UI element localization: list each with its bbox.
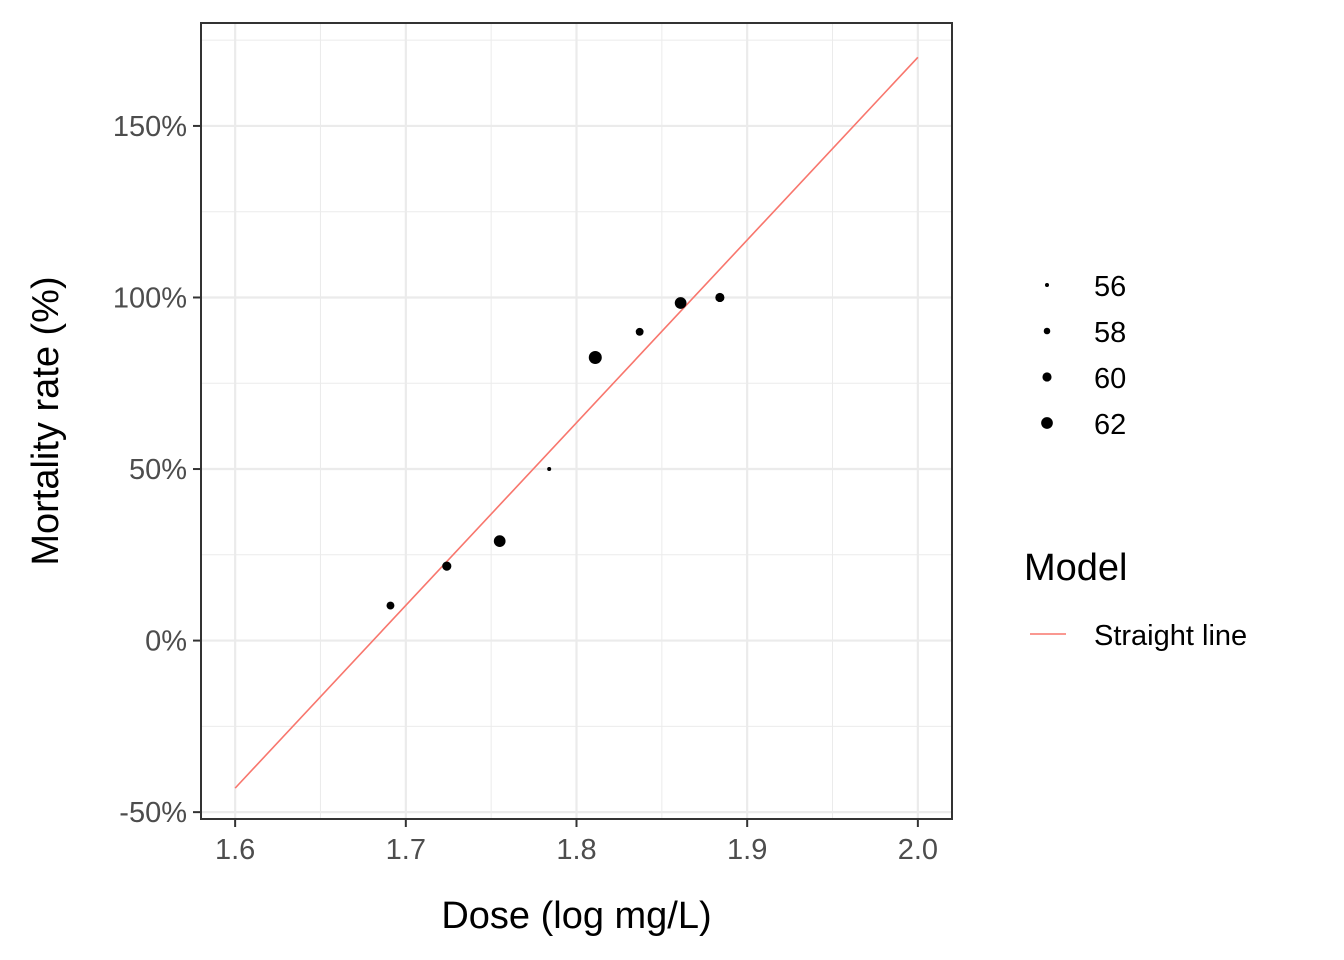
y-tick-label: 0% — [145, 626, 187, 658]
size-legend-key — [1045, 283, 1049, 287]
size-legend-label: 62 — [1094, 409, 1126, 441]
axes-layer: 1.6 1.7 1.8 1.9 2.0 -50% 0% 50% 100% 150% — [113, 111, 938, 866]
model-legend-label: Straight line — [1094, 620, 1247, 652]
data-point — [442, 561, 452, 571]
x-tick-label: 1.6 — [215, 834, 255, 866]
size-legend: 56 58 60 62 — [1041, 271, 1126, 441]
size-legend-key — [1041, 417, 1053, 429]
y-tick-label: 50% — [129, 454, 187, 486]
y-tick-label: 100% — [113, 282, 187, 314]
size-legend-key — [1043, 327, 1051, 335]
y-tick-label: 150% — [113, 111, 187, 143]
model-line-layer — [234, 56, 919, 789]
data-point — [588, 351, 602, 365]
x-tick-label: 1.7 — [386, 834, 426, 866]
data-point — [547, 467, 552, 472]
data-point — [386, 601, 395, 610]
data-point — [493, 535, 506, 547]
size-legend-label: 58 — [1094, 317, 1126, 349]
model-legend-title: Model — [1024, 547, 1128, 589]
x-tick-label: 1.9 — [727, 834, 767, 866]
size-legend-label: 56 — [1094, 271, 1126, 303]
x-axis-title: Dose (log mg/L) — [441, 895, 711, 937]
model-legend: Model Straight line — [1024, 547, 1247, 652]
data-points-layer — [386, 292, 725, 610]
x-tick-label: 1.8 — [556, 834, 596, 866]
data-point — [715, 292, 725, 303]
model-line-straight — [234, 56, 919, 789]
x-tick-label: 2.0 — [898, 834, 938, 866]
y-tick-label: -50% — [119, 797, 187, 829]
size-legend-key — [1042, 372, 1052, 382]
y-axis-title: Mortality rate (%) — [25, 276, 67, 565]
data-point — [635, 327, 644, 336]
data-point — [674, 297, 687, 309]
size-legend-label: 60 — [1094, 363, 1126, 395]
